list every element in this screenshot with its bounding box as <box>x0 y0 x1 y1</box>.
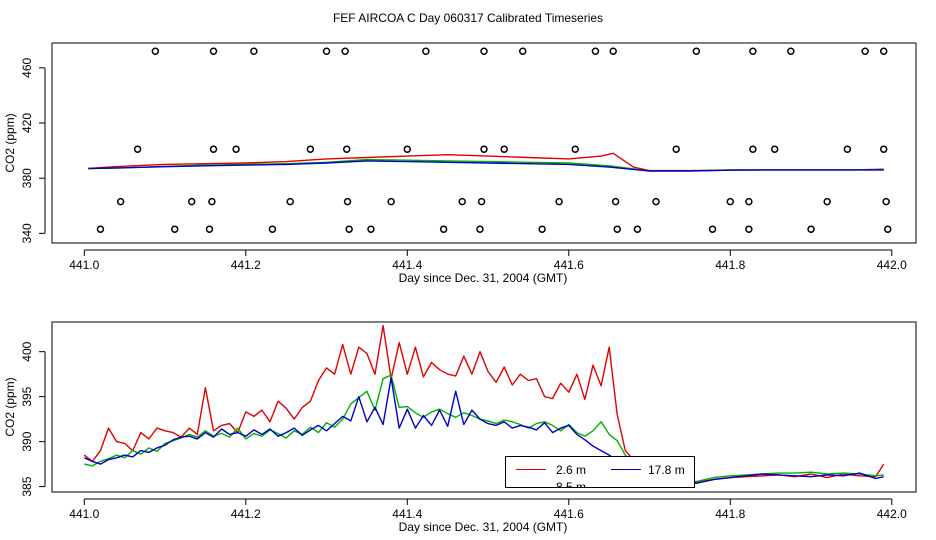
legend-label-17.8m: 17.8 m <box>648 463 685 477</box>
scatter-point <box>367 225 375 233</box>
scatter-point <box>745 225 753 233</box>
scatter-point <box>439 225 448 233</box>
plot-area-top <box>88 152 884 172</box>
scatter-point <box>306 145 315 153</box>
scatter-point <box>883 225 892 233</box>
scatter-point <box>726 197 735 206</box>
scatter-point <box>879 145 888 153</box>
scatter-point <box>322 47 331 56</box>
panel-top: 441.0 441.2 441.4 441.6 441.8 442.0 Day since … <box>3 42 917 285</box>
plot-frame-top <box>51 42 917 244</box>
scatter-point <box>422 47 430 56</box>
scatter-point <box>591 47 600 56</box>
x-axis-title-bottom: Day since Dec. 31, 2004 (GMT) <box>399 520 568 534</box>
y-axis-title-bottom: CO2 (ppm) <box>3 377 17 436</box>
y-tick-label-top: 340 <box>20 223 34 243</box>
scatter-point <box>387 197 395 206</box>
scatter-point <box>345 225 353 233</box>
scatter-point <box>692 47 701 56</box>
scatter-point <box>250 47 258 56</box>
x-tick-label-top: 441.0 <box>69 258 99 272</box>
scatter-point <box>187 197 196 206</box>
x-tick-label-top: 441.6 <box>554 258 584 272</box>
plot-frame-bottom <box>51 321 917 493</box>
scatter-point <box>209 145 218 153</box>
x-tick-label-bottom: 441.0 <box>69 507 99 521</box>
scatter-point <box>116 197 125 206</box>
x-tick-label-top: 442.0 <box>877 258 907 272</box>
scatter-point <box>611 197 620 206</box>
legend-swatch-17.8m <box>611 469 641 470</box>
scatter-point <box>770 145 779 153</box>
x-tick-label-bottom: 441.6 <box>554 507 584 521</box>
x-tick-label-top: 441.8 <box>715 258 745 272</box>
scatter-point <box>286 197 294 206</box>
scatter-point <box>205 225 214 233</box>
y-tick-label-top: 380 <box>20 168 34 188</box>
x-tick-label-bottom: 441.4 <box>392 507 422 521</box>
scatter-point <box>477 197 486 206</box>
y-axis-title-top: CO2 (ppm) <box>3 113 17 172</box>
scatter-point <box>170 225 179 233</box>
legend-label-8.5m: 8.5 m <box>556 480 587 488</box>
scatter-point <box>500 145 508 153</box>
scatter-point <box>633 225 642 233</box>
x-axis-title-top: Day since Dec. 31, 2004 (GMT) <box>399 271 568 285</box>
scatter-point <box>538 225 546 233</box>
scatter-point <box>342 145 351 153</box>
series-line-178m-top <box>88 160 884 172</box>
scatter-point <box>480 145 488 153</box>
scatter-point <box>480 47 488 56</box>
scatter-point <box>209 47 218 56</box>
legend-swatch-2.6m <box>516 469 546 470</box>
scatter-point <box>555 197 563 206</box>
scatter-point <box>403 145 412 153</box>
scatter-point <box>879 47 888 56</box>
scatter-point <box>268 225 277 233</box>
scatter-point <box>476 225 484 233</box>
panel-bottom: 441.0 441.2 441.4 441.6 441.8 442.0 Day since … <box>3 321 917 534</box>
y-tick-label-top: 420 <box>20 113 34 133</box>
scatter-point <box>341 47 349 56</box>
scatter-point <box>749 145 757 153</box>
series-line-26m-bottom <box>83 324 885 486</box>
legend-label-2.6m: 2.6 m <box>556 463 587 477</box>
scatter-point <box>745 197 753 206</box>
plot-area-bottom <box>83 324 885 486</box>
y-tick-label-bottom: 395 <box>20 386 34 406</box>
y-tick-label-bottom: 385 <box>20 476 34 496</box>
scatter-point <box>882 197 890 206</box>
x-tick-label-top: 441.4 <box>392 258 422 272</box>
scatter-point <box>708 225 717 233</box>
scatter-point <box>807 225 815 233</box>
x-tick-label-bottom: 441.2 <box>231 507 261 521</box>
scatter-point <box>652 197 660 206</box>
scatter-point <box>343 197 352 206</box>
scatter-point <box>133 145 142 153</box>
scatter-point <box>843 145 852 153</box>
y-tick-label-bottom: 390 <box>20 431 34 451</box>
scatter-point <box>458 197 466 206</box>
x-tick-label-top: 441.2 <box>231 258 261 272</box>
figure-title: FEF AIRCOA C Day 060317 Calibrated Times… <box>333 11 603 25</box>
scatter-point <box>232 145 240 153</box>
scatter-point <box>96 225 105 233</box>
x-tick-label-bottom: 442.0 <box>877 507 907 521</box>
scatter-point <box>208 197 216 206</box>
y-tick-label-bottom: 400 <box>20 341 34 361</box>
scatter-point <box>823 197 831 206</box>
scatter-point <box>571 145 579 153</box>
scatter-point <box>861 47 869 56</box>
scatter-point <box>613 225 621 233</box>
scatter-point <box>787 47 795 56</box>
scatter-point <box>672 145 680 153</box>
y-tick-label-top: 460 <box>20 57 34 77</box>
scatter-point <box>749 47 757 56</box>
scatter-point <box>609 47 617 56</box>
x-tick-label-bottom: 441.8 <box>715 507 745 521</box>
scatter-point <box>151 47 160 56</box>
legend: 2.6 m 17.8 m 8.5 m <box>505 456 695 488</box>
scatter-point <box>519 47 527 56</box>
